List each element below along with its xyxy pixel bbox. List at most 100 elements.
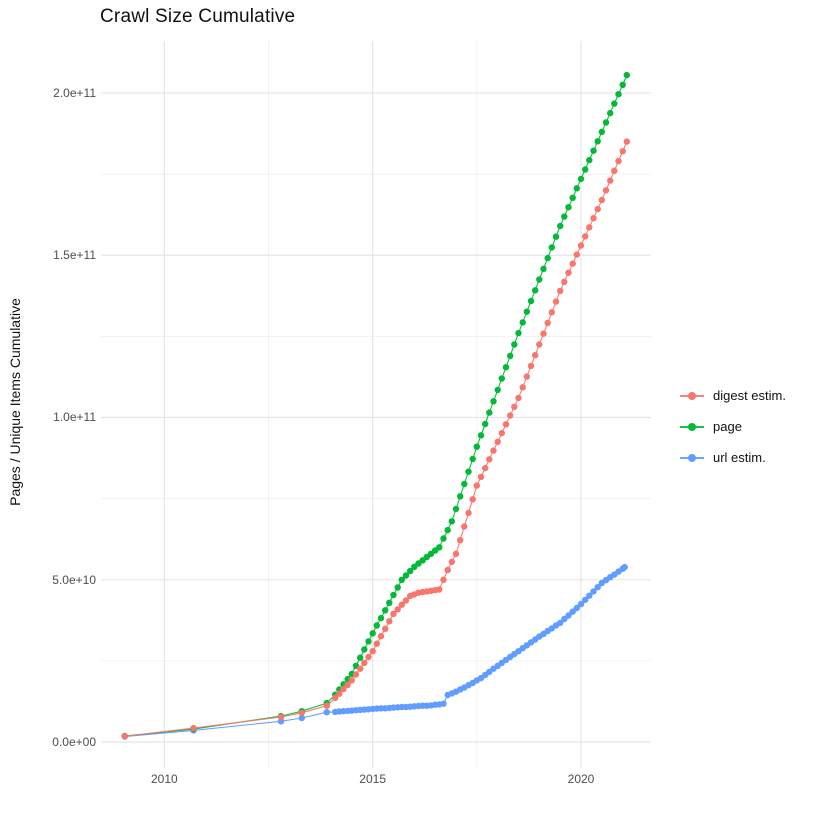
- y-tick-label: 1.0e+11: [53, 410, 96, 425]
- data-point-digest-estim-: [602, 187, 610, 194]
- data-point-digest-estim-: [536, 341, 543, 348]
- data-point-digest-estim-: [340, 685, 347, 693]
- data-point-page: [607, 109, 614, 117]
- data-point-digest-estim-: [357, 665, 364, 672]
- legend-key-icon: [680, 416, 704, 437]
- data-point-url-estim-: [590, 588, 597, 595]
- data-point-digest-estim-: [573, 251, 580, 258]
- data-point-digest-estim-: [452, 550, 460, 557]
- data-point-page: [465, 468, 472, 475]
- y-tick-label: 5.0e+10: [52, 572, 96, 587]
- data-point-digest-estim-: [582, 233, 589, 240]
- data-point-page: [586, 156, 593, 164]
- data-point-digest-estim-: [336, 690, 343, 697]
- data-point-page: [598, 128, 605, 136]
- data-point-page: [369, 630, 376, 637]
- data-point-page: [515, 329, 522, 337]
- data-point-digest-estim-: [373, 640, 380, 647]
- data-point-page: [377, 614, 385, 622]
- data-point-digest-estim-: [615, 157, 622, 165]
- data-point-page: [498, 375, 505, 382]
- data-point-digest-estim-: [361, 659, 368, 666]
- data-point-page: [569, 194, 576, 201]
- data-point-page: [402, 572, 410, 579]
- y-tick-label: 2.0e+11: [53, 85, 96, 100]
- data-point-digest-estim-: [482, 464, 489, 472]
- x-tick-label: 2010: [150, 772, 178, 786]
- data-point-url-estim-: [621, 563, 628, 571]
- data-point-page: [390, 591, 397, 599]
- data-point-digest-estim-: [486, 456, 493, 463]
- data-point-digest-estim-: [369, 648, 376, 655]
- data-point-page: [490, 398, 497, 405]
- data-point-page: [469, 455, 476, 463]
- data-point-digest-estim-: [548, 309, 555, 316]
- data-point-digest-estim-: [577, 242, 585, 249]
- data-point-page: [365, 638, 372, 645]
- data-point-page: [457, 493, 464, 500]
- data-point-digest-estim-: [507, 412, 514, 419]
- data-point-page: [507, 352, 514, 359]
- data-point-digest-estim-: [519, 384, 526, 391]
- legend-item: digest estim.: [680, 385, 786, 406]
- data-point-digest-estim-: [394, 606, 401, 613]
- data-point-digest-estim-: [390, 610, 397, 617]
- series-line-page: [124, 74, 628, 737]
- data-point-digest-estim-: [348, 677, 355, 684]
- y-tick-label: 1.5e+11: [53, 248, 96, 263]
- series-line-digest-estim-: [124, 141, 628, 737]
- data-point-digest-estim-: [586, 224, 593, 231]
- data-point-digest-estim-: [590, 215, 597, 222]
- data-point-page: [477, 432, 485, 439]
- data-point-page: [373, 622, 380, 629]
- data-point-digest-estim-: [544, 319, 551, 327]
- data-point-page: [361, 646, 368, 653]
- data-point-digest-estim-: [298, 709, 305, 716]
- data-point-url-estim-: [565, 612, 572, 619]
- data-point-digest-estim-: [332, 694, 339, 702]
- legend-item: page: [680, 416, 786, 437]
- data-point-page: [398, 576, 405, 583]
- data-point-digest-estim-: [619, 148, 626, 155]
- data-point-digest-estim-: [457, 537, 464, 544]
- data-point-page: [448, 518, 455, 525]
- data-point-page: [557, 222, 564, 230]
- data-point-url-estim-: [569, 608, 576, 615]
- y-tick-label: 0.0e+00: [52, 735, 96, 750]
- data-point-digest-estim-: [436, 586, 443, 593]
- data-point-page: [590, 147, 597, 154]
- data-point-digest-estim-: [365, 653, 372, 661]
- data-point-url-estim-: [323, 709, 330, 716]
- data-point-digest-estim-: [494, 438, 501, 445]
- data-point-page: [611, 100, 618, 107]
- data-point-digest-estim-: [527, 362, 535, 370]
- data-point-digest-estim-: [594, 205, 601, 213]
- data-point-url-estim-: [582, 596, 589, 604]
- data-point-digest-estim-: [402, 597, 410, 604]
- data-point-digest-estim-: [598, 196, 605, 204]
- data-point-page: [540, 265, 547, 272]
- data-point-digest-estim-: [540, 330, 547, 337]
- data-point-page: [436, 544, 443, 551]
- legend-key-icon: [680, 385, 704, 406]
- data-point-page: [602, 119, 610, 126]
- x-tick-label: 2020: [567, 772, 595, 786]
- data-point-page: [536, 276, 543, 283]
- data-point-digest-estim-: [557, 287, 564, 295]
- data-point-page: [561, 213, 568, 220]
- data-point-digest-estim-: [561, 278, 568, 285]
- data-point-page: [594, 138, 601, 145]
- legend-item-label: digest estim.: [713, 388, 786, 403]
- data-point-page: [573, 185, 580, 192]
- data-point-page: [482, 420, 489, 428]
- data-point-digest-estim-: [377, 633, 385, 640]
- data-point-digest-estim-: [323, 702, 330, 709]
- data-point-page: [473, 443, 480, 450]
- data-point-url-estim-: [594, 584, 601, 591]
- data-point-digest-estim-: [565, 269, 572, 276]
- data-point-page: [577, 175, 585, 183]
- data-point-page: [552, 233, 560, 240]
- data-point-digest-estim-: [498, 429, 505, 437]
- data-point-digest-estim-: [465, 509, 472, 517]
